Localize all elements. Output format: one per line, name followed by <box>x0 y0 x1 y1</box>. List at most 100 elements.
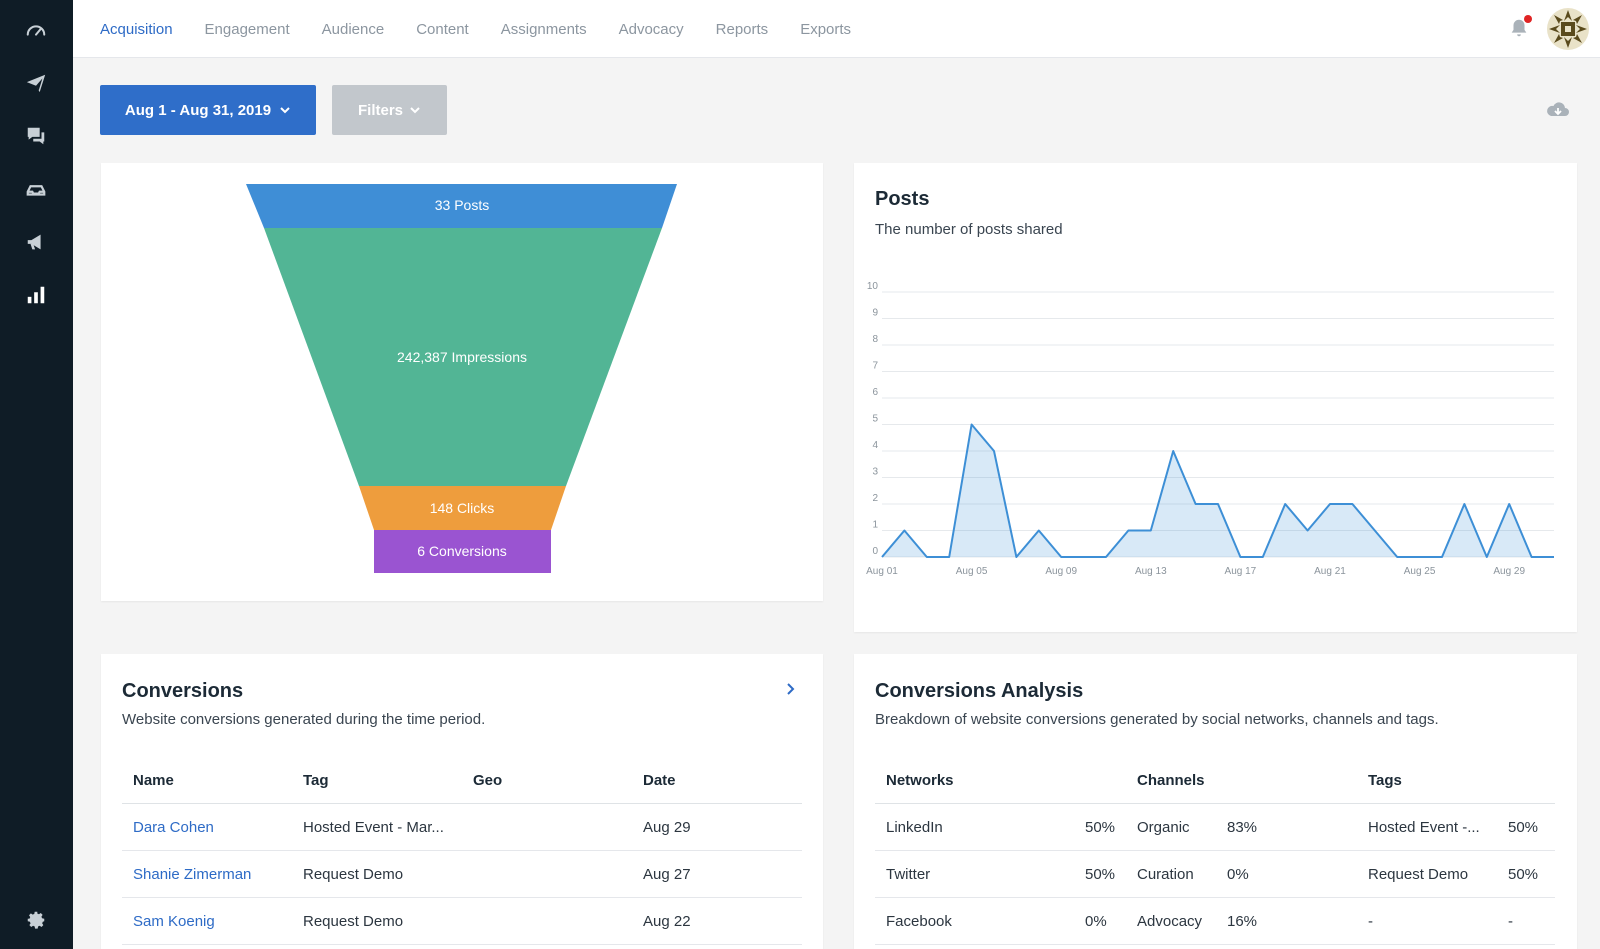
tag-name: Hosted Event -... <box>1368 819 1480 836</box>
data-point[interactable] <box>946 554 952 560</box>
data-point[interactable] <box>1551 554 1557 560</box>
conversion-date: Aug 22 <box>643 913 691 930</box>
conversion-tag: Hosted Event - Mar... <box>303 819 444 836</box>
x-tick-label: Aug 29 <box>1493 566 1525 577</box>
data-point[interactable] <box>1193 501 1199 507</box>
y-tick-label: 6 <box>872 387 878 398</box>
data-point[interactable] <box>924 554 930 560</box>
tab-advocacy[interactable]: Advocacy <box>618 20 684 38</box>
conversion-tag: Request Demo <box>303 913 404 930</box>
conversion-name-link[interactable]: Shanie Zimerman <box>133 866 252 883</box>
data-point[interactable] <box>1103 554 1109 560</box>
chevron-down-icon <box>410 107 420 114</box>
column-header-tag[interactable]: Tag <box>303 772 329 789</box>
x-tick-label: Aug 17 <box>1225 566 1257 577</box>
column-header-channels: Channels <box>1137 772 1205 789</box>
notification-bell-icon[interactable] <box>1508 15 1532 39</box>
date-range-button[interactable]: Aug 1 - Aug 31, 2019 <box>100 85 316 135</box>
conversion-date: Aug 27 <box>643 866 691 883</box>
data-point[interactable] <box>1148 528 1154 534</box>
table-row: LinkedIn 50% Organic 83% Hosted Event -.… <box>875 804 1555 851</box>
table-row: Dara Cohen Hosted Event - Mar... Aug 29 <box>122 804 802 851</box>
tab-assignments[interactable]: Assignments <box>500 20 587 38</box>
data-point[interactable] <box>1260 554 1266 560</box>
data-point[interactable] <box>1282 501 1288 507</box>
data-point[interactable] <box>1081 554 1087 560</box>
megaphone-icon[interactable] <box>22 228 50 256</box>
data-point[interactable] <box>1215 501 1221 507</box>
top-nav-bar: Acquisition Engagement Audience Content … <box>73 0 1600 58</box>
y-tick-label: 10 <box>867 281 879 292</box>
bar-chart-icon[interactable] <box>22 281 50 309</box>
paper-plane-icon[interactable] <box>22 69 50 97</box>
chevron-right-icon[interactable] <box>783 682 797 696</box>
column-header-name[interactable]: Name <box>133 772 174 789</box>
filters-button[interactable]: Filters <box>332 85 447 135</box>
tag-name: Request Demo <box>1368 866 1469 883</box>
tab-reports[interactable]: Reports <box>715 20 769 38</box>
analysis-subtitle: Breakdown of website conversions generat… <box>875 711 1439 728</box>
conversion-tag: Request Demo <box>303 866 404 883</box>
data-point[interactable] <box>1125 528 1131 534</box>
table-header-row: Name Tag Geo Date <box>122 757 802 804</box>
data-point[interactable] <box>1237 554 1243 560</box>
user-avatar[interactable] <box>1546 7 1590 51</box>
data-point[interactable] <box>1461 501 1467 507</box>
series-line <box>881 423 1554 558</box>
conversion-name-link[interactable]: Dara Cohen <box>133 819 214 836</box>
funnel-label-conversions: 6 Conversions <box>417 543 507 559</box>
inbox-icon[interactable] <box>22 175 50 203</box>
data-point[interactable] <box>879 554 885 560</box>
column-header-geo[interactable]: Geo <box>473 772 503 789</box>
conversion-name-link[interactable]: Sam Koenig <box>133 913 215 930</box>
channel-name: Advocacy <box>1137 913 1203 930</box>
data-point[interactable] <box>1305 528 1311 534</box>
data-point[interactable] <box>969 422 975 428</box>
tab-engagement[interactable]: Engagement <box>204 20 290 38</box>
tab-exports[interactable]: Exports <box>800 20 852 38</box>
funnel-card: 33 Posts 242,387 Impressions 148 Clicks … <box>101 163 823 601</box>
x-tick-label: Aug 05 <box>956 566 988 577</box>
gear-icon[interactable] <box>22 906 50 934</box>
data-point[interactable] <box>1417 554 1423 560</box>
x-tick-label: Aug 01 <box>866 566 898 577</box>
cloud-download-icon[interactable] <box>1546 100 1570 120</box>
data-point[interactable] <box>1394 554 1400 560</box>
tab-acquisition[interactable]: Acquisition <box>100 20 173 38</box>
data-point[interactable] <box>1439 554 1445 560</box>
table-row: Shanie Zimerman Request Demo Aug 27 <box>122 851 802 898</box>
data-point[interactable] <box>901 528 907 534</box>
y-tick-label: 8 <box>872 334 878 345</box>
data-point[interactable] <box>1058 554 1064 560</box>
y-tick-label: 1 <box>872 520 878 531</box>
tab-content[interactable]: Content <box>416 20 469 38</box>
data-point[interactable] <box>991 448 997 454</box>
data-point[interactable] <box>1013 554 1019 560</box>
data-point[interactable] <box>1529 554 1535 560</box>
tab-audience[interactable]: Audience <box>321 20 385 38</box>
speedometer-icon[interactable] <box>22 16 50 44</box>
table-row: Facebook 0% Advocacy 16% - - <box>875 898 1555 945</box>
analysis-table: Networks Channels Tags LinkedIn 50% Orga… <box>875 757 1555 945</box>
channel-percent: 83% <box>1227 819 1258 836</box>
table-header-row: Networks Channels Tags <box>875 757 1555 804</box>
tag-percent: 50% <box>1508 866 1539 883</box>
filters-label: Filters <box>357 101 403 119</box>
y-tick-label: 4 <box>872 440 878 451</box>
data-point[interactable] <box>1349 501 1355 507</box>
data-point[interactable] <box>1327 501 1333 507</box>
y-tick-label: 9 <box>872 308 878 319</box>
conversions-table: Name Tag Geo Date Dara Cohen Hosted Even… <box>122 757 802 945</box>
data-point[interactable] <box>1506 501 1512 507</box>
chat-bubbles-icon[interactable] <box>22 122 50 150</box>
tab-list: Acquisition Engagement Audience Content … <box>100 0 883 58</box>
y-tick-label: 7 <box>872 361 878 372</box>
data-point[interactable] <box>1372 528 1378 534</box>
posts-card: Posts The number of posts shared 0 1 2 3 4 5 6… <box>854 163 1577 632</box>
network-percent: 50% <box>1085 819 1116 836</box>
data-point[interactable] <box>1484 554 1490 560</box>
tag-percent: 50% <box>1508 819 1539 836</box>
data-point[interactable] <box>1170 448 1176 454</box>
column-header-date[interactable]: Date <box>643 772 676 789</box>
data-point[interactable] <box>1036 528 1042 534</box>
